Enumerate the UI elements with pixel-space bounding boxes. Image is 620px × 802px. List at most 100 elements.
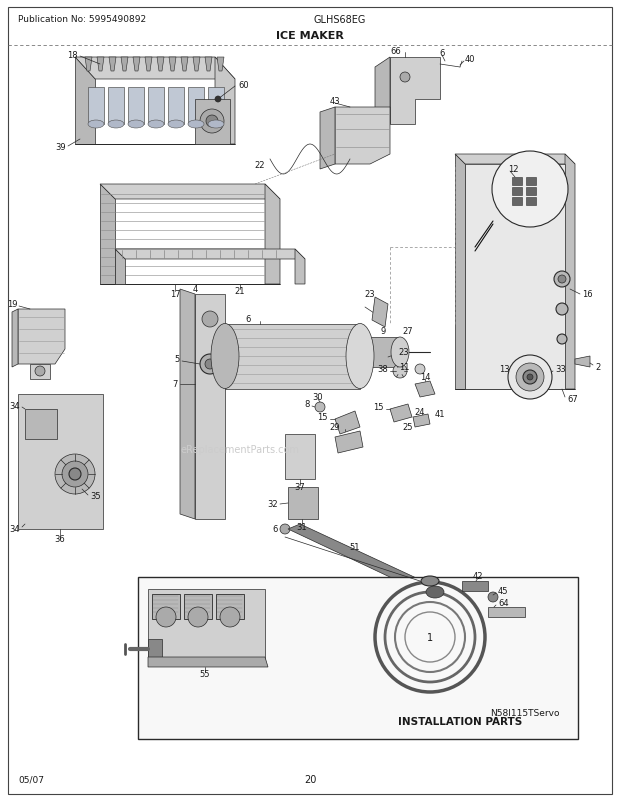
Text: 66: 66 <box>390 47 401 56</box>
Bar <box>512 188 522 196</box>
Text: 27: 27 <box>402 327 414 336</box>
Circle shape <box>220 607 240 627</box>
Polygon shape <box>455 155 465 390</box>
Text: 24: 24 <box>415 408 425 417</box>
Text: 19: 19 <box>7 300 18 309</box>
Polygon shape <box>88 88 104 125</box>
Ellipse shape <box>208 121 224 129</box>
Circle shape <box>523 371 537 384</box>
Circle shape <box>215 97 221 103</box>
Polygon shape <box>181 58 188 72</box>
Circle shape <box>62 461 88 488</box>
Ellipse shape <box>421 577 439 586</box>
Polygon shape <box>565 155 575 390</box>
Circle shape <box>55 455 95 494</box>
Polygon shape <box>390 58 440 125</box>
Circle shape <box>200 110 224 134</box>
Polygon shape <box>462 581 488 591</box>
Circle shape <box>156 607 176 627</box>
Polygon shape <box>128 88 144 125</box>
Text: eReplacementParts.com: eReplacementParts.com <box>180 444 299 455</box>
Text: 22: 22 <box>254 160 265 169</box>
Text: 11: 11 <box>399 363 410 372</box>
Circle shape <box>415 365 425 375</box>
Text: 4: 4 <box>192 286 198 294</box>
Circle shape <box>202 312 218 327</box>
Polygon shape <box>265 184 280 285</box>
Polygon shape <box>30 365 50 379</box>
Polygon shape <box>12 310 18 367</box>
Circle shape <box>315 403 325 412</box>
Circle shape <box>557 334 567 345</box>
Text: 41: 41 <box>435 410 445 419</box>
Polygon shape <box>488 607 525 618</box>
Ellipse shape <box>108 121 124 129</box>
Text: 6: 6 <box>440 50 445 59</box>
Text: Publication No: 5995490892: Publication No: 5995490892 <box>18 15 146 25</box>
Text: 67: 67 <box>567 395 578 404</box>
Circle shape <box>488 592 498 602</box>
Text: INSTALLATION PARTS: INSTALLATION PARTS <box>398 716 522 726</box>
Text: 39: 39 <box>55 144 66 152</box>
Ellipse shape <box>168 121 184 129</box>
Text: 8: 8 <box>304 400 310 409</box>
Bar <box>465 164 565 390</box>
Text: 64: 64 <box>498 599 508 608</box>
Polygon shape <box>188 88 204 125</box>
Circle shape <box>205 359 215 370</box>
Polygon shape <box>375 58 390 135</box>
Text: 13: 13 <box>499 365 510 374</box>
Polygon shape <box>85 58 92 72</box>
Text: 42: 42 <box>472 572 483 581</box>
Text: 60: 60 <box>238 80 249 89</box>
Polygon shape <box>320 107 335 170</box>
Polygon shape <box>97 58 104 72</box>
Text: 33: 33 <box>555 365 565 374</box>
Text: 2: 2 <box>595 363 600 372</box>
Polygon shape <box>195 100 230 145</box>
Bar <box>25 410 57 439</box>
Ellipse shape <box>346 324 374 389</box>
Polygon shape <box>225 325 360 390</box>
Text: 16: 16 <box>582 290 593 299</box>
Polygon shape <box>145 58 152 72</box>
Text: 40: 40 <box>465 55 476 64</box>
Text: 23: 23 <box>365 290 375 299</box>
Ellipse shape <box>391 338 409 367</box>
Polygon shape <box>335 107 390 164</box>
Bar <box>138 577 578 739</box>
Text: 7: 7 <box>172 380 178 389</box>
Text: 20: 20 <box>304 774 316 784</box>
Ellipse shape <box>188 121 204 129</box>
Polygon shape <box>168 88 184 125</box>
Polygon shape <box>415 382 435 398</box>
Bar <box>526 178 536 186</box>
Bar <box>152 594 180 619</box>
Text: N58I115TServo: N58I115TServo <box>490 709 559 718</box>
Polygon shape <box>180 290 195 520</box>
Polygon shape <box>195 294 225 520</box>
Circle shape <box>558 276 566 284</box>
Polygon shape <box>115 249 305 260</box>
Text: 15: 15 <box>373 403 384 412</box>
Circle shape <box>188 607 208 627</box>
Text: 36: 36 <box>55 535 65 544</box>
Text: 34: 34 <box>9 402 20 411</box>
Circle shape <box>280 525 290 534</box>
Polygon shape <box>288 525 440 595</box>
Circle shape <box>554 272 570 288</box>
Polygon shape <box>360 338 400 367</box>
Bar <box>526 198 536 206</box>
Polygon shape <box>75 58 235 80</box>
Ellipse shape <box>211 324 239 389</box>
Text: 29: 29 <box>330 423 340 432</box>
Text: 30: 30 <box>312 393 323 402</box>
Text: 43: 43 <box>330 97 340 107</box>
Polygon shape <box>285 435 315 480</box>
Text: 15: 15 <box>317 413 328 422</box>
Text: 21: 21 <box>235 287 246 296</box>
Ellipse shape <box>426 586 444 598</box>
Bar <box>216 594 244 619</box>
Polygon shape <box>108 88 124 125</box>
Text: 31: 31 <box>297 523 308 532</box>
